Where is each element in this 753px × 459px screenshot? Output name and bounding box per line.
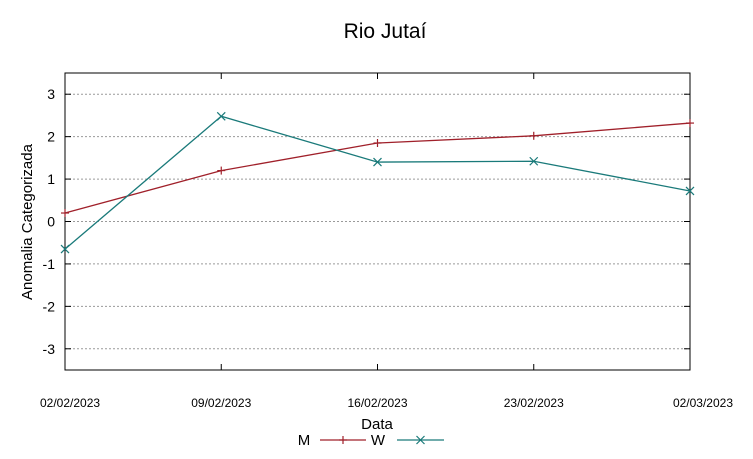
y-tick-label: 1 [47,171,55,187]
grid-lines [65,93,690,350]
y-tick-label: -1 [43,256,56,272]
y-axis: 3 2 1 0 -1 -2 -3 [43,86,690,357]
data-point [529,156,539,166]
data-point [373,157,382,167]
y-tick-label: -3 [43,341,56,357]
x-tick-label: 02/03/2023 [673,396,733,410]
data-point [61,209,69,218]
data-point [373,139,382,148]
y-tick-label: 2 [47,129,55,145]
data-point [217,166,226,175]
x-tick-label: 16/02/2023 [347,396,407,410]
x-axis: 02/02/2023 09/02/2023 16/02/2023 23/02/2023… [40,73,733,410]
data-point [216,111,226,121]
y-tick-label: -2 [43,298,56,314]
y-tick-label: 3 [47,86,55,102]
chart-title: Rio Jutaí [344,20,427,43]
data-point [416,435,425,445]
data-point [529,131,538,140]
legend-label-W: W [371,432,386,449]
data-point [60,244,70,254]
data-point [686,119,694,128]
y-tick-label: 0 [47,214,55,230]
x-tick-label: 02/02/2023 [40,396,100,410]
x-axis-label: Data [361,416,393,433]
data-point [339,436,347,444]
data-point [685,186,695,196]
x-tick-label: 09/02/2023 [191,396,251,410]
x-tick-label: 23/02/2023 [504,396,564,410]
series-group [60,111,695,254]
legend-label-M: M [298,432,311,449]
y-axis-label: Anomalia Categorizada [19,143,36,300]
